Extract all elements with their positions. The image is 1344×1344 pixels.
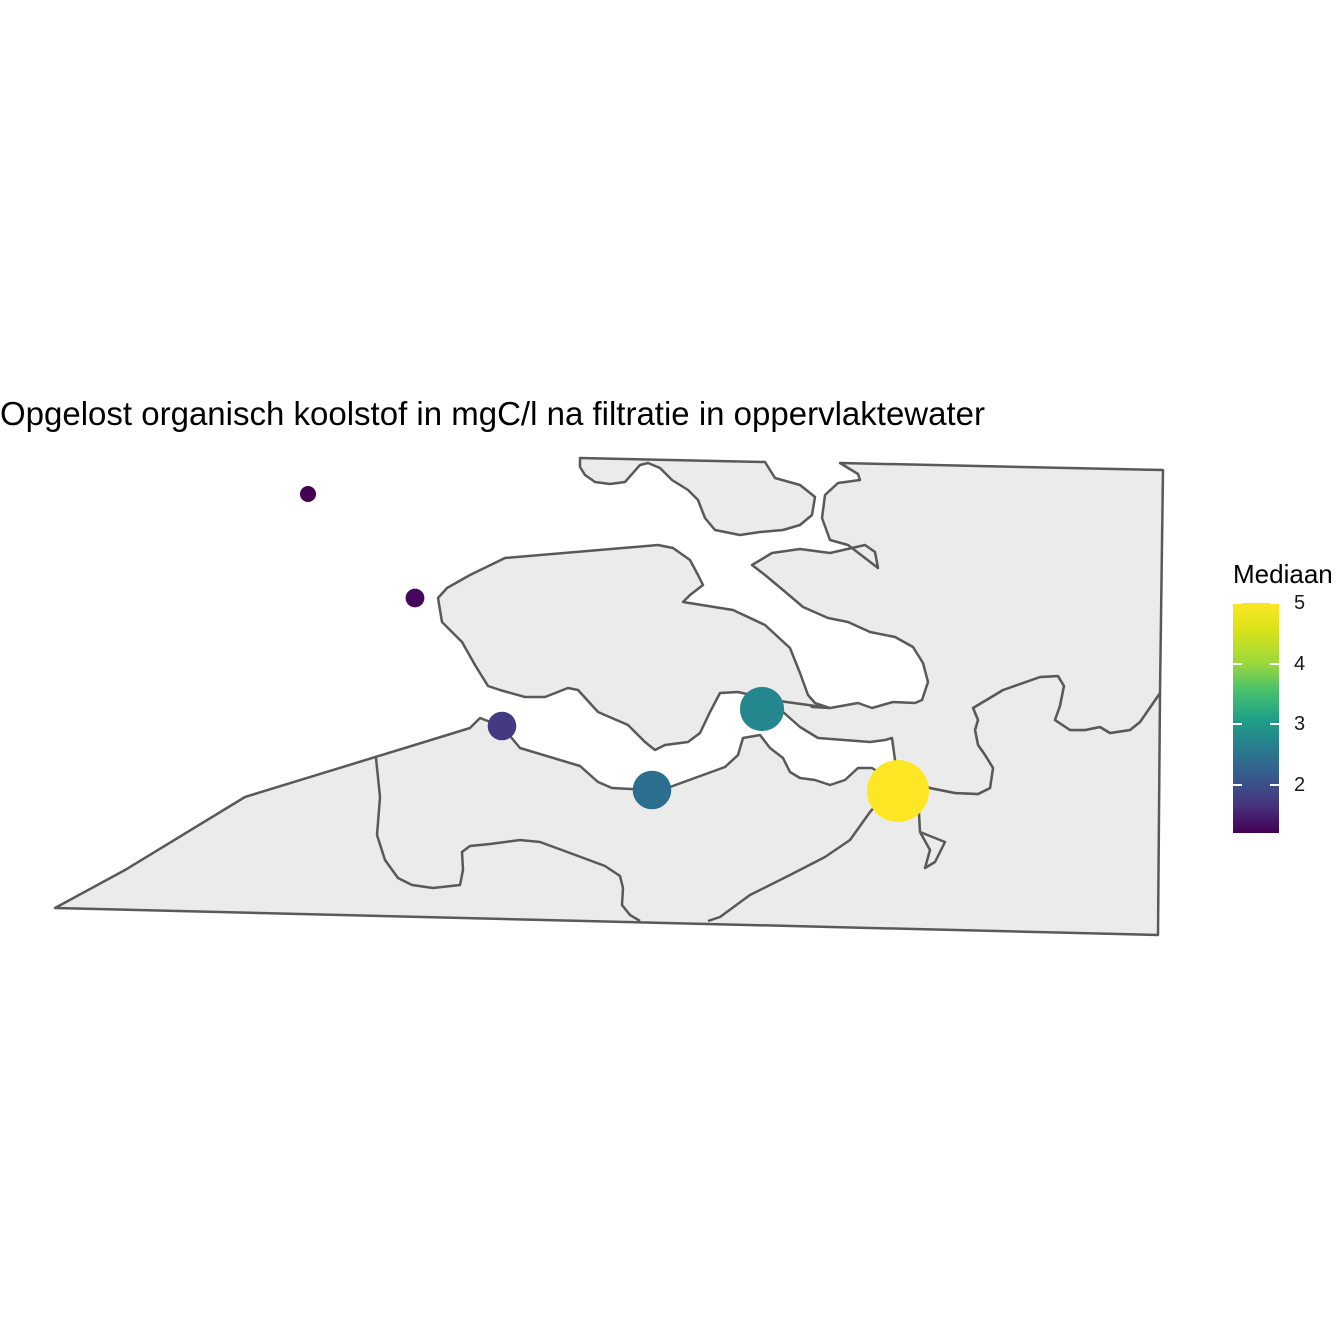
station-point[interactable]	[632, 770, 672, 810]
legend-tick-mark	[1233, 723, 1242, 726]
legend-tick-mark	[1270, 602, 1279, 604]
legend-tick-label: 3	[1294, 713, 1306, 736]
map-title: Opgelost organisch koolstof in mgC/l na …	[0, 395, 985, 432]
land-north-island	[578, 456, 817, 537]
legend-tick-label: 4	[1294, 652, 1306, 675]
legend-tick-mark	[1270, 723, 1279, 726]
land-border-west	[374, 757, 641, 923]
legend-tick-label: 2	[1294, 773, 1306, 796]
legend-title: Mediaan	[1233, 559, 1333, 589]
station-point[interactable]	[867, 760, 929, 822]
station-point[interactable]	[739, 686, 785, 732]
station-point[interactable]	[405, 588, 425, 608]
legend-tick-label: 5	[1294, 592, 1306, 614]
legend-tick-mark	[1233, 662, 1242, 665]
legend-tick-mark	[1270, 783, 1279, 786]
legend-colorbar	[1233, 603, 1279, 833]
legend-tick-mark	[1233, 602, 1242, 604]
station-point[interactable]	[300, 486, 316, 502]
station-point[interactable]	[487, 711, 517, 741]
legend-tick-mark	[1233, 783, 1242, 786]
legend-tick-mark	[1270, 662, 1279, 665]
stations-layer	[300, 486, 929, 822]
